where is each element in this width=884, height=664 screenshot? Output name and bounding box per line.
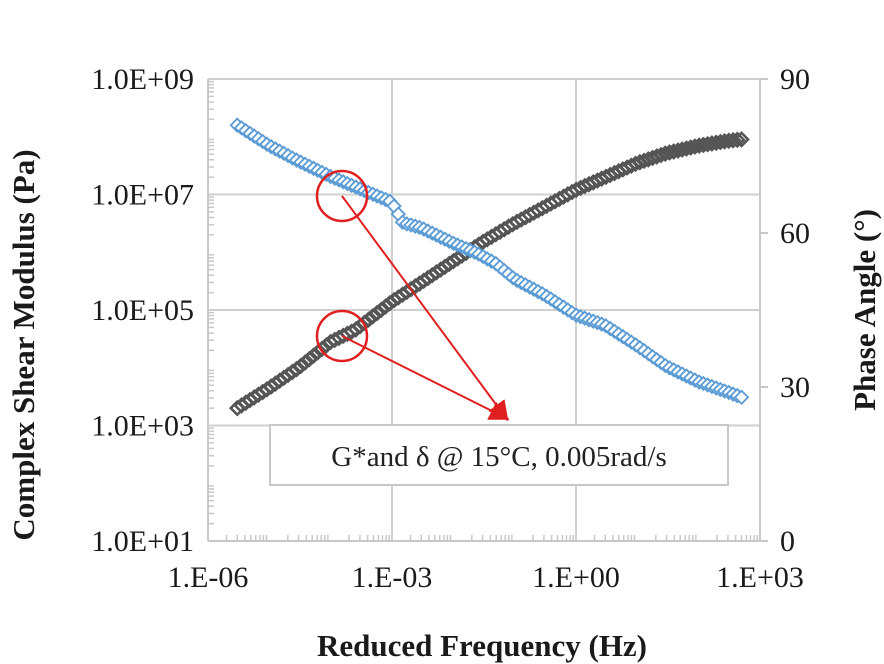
highlight-circle-modulus (315, 309, 369, 363)
modulus-point (347, 321, 365, 338)
x-axis-title: Reduced Frequency (Hz) (317, 628, 647, 663)
modulus-point (673, 141, 691, 158)
x-tick-label: 1.E+03 (716, 561, 804, 594)
y2-axis-title: Phase Angle (°) (847, 209, 882, 411)
modulus-point (678, 140, 695, 157)
y2-tick-label: 90 (780, 63, 810, 96)
y2-tick-label: 0 (780, 525, 795, 558)
annotation-text: G*and δ @ 15°C, 0.005rad/s (331, 441, 667, 473)
y-tick-label: 1.0E+05 (91, 294, 194, 327)
modulus-point (296, 354, 314, 371)
series-phase (229, 117, 750, 406)
y-tick-labels: 1.0E+01 1.0E+03 1.0E+05 1.0E+07 1.0E+09 (91, 63, 194, 558)
y-axis-title: Complex Shear Modulus (Pa) (6, 149, 41, 540)
y-tick-label: 1.0E+03 (91, 410, 194, 443)
highlight-arrow-phase (341, 195, 509, 422)
modulus-point (652, 146, 670, 164)
highlight-arrow-modulus (341, 335, 510, 420)
modulus-point (288, 360, 305, 378)
modulus-point (364, 307, 382, 325)
modulus-point (686, 138, 704, 155)
modulus-point (356, 314, 373, 332)
y-tick-label: 1.0E+09 (91, 63, 194, 96)
x-tick-label: 1.E+00 (532, 561, 620, 594)
axes (207, 78, 768, 542)
y2-tick-labels: 0 30 60 90 (780, 63, 810, 558)
modulus-point (669, 142, 687, 159)
annotation-box-frame (269, 424, 729, 486)
modulus-point (368, 304, 386, 322)
modulus-point (665, 143, 683, 160)
modulus-point (292, 357, 310, 375)
x-tick-labels: 1.E-06 1.E-03 1.E+00 1.E+03 (168, 561, 804, 594)
modulus-point (656, 145, 674, 162)
y-tick-label: 1.0E+07 (91, 179, 194, 212)
modulus-point (313, 340, 331, 358)
y2-tick-label: 30 (780, 371, 810, 404)
highlights (315, 169, 510, 422)
modulus-point (300, 350, 318, 368)
annotation-box: G*and δ @ 15°C, 0.005rad/s (269, 424, 729, 486)
modulus-point (360, 311, 377, 328)
modulus-point (373, 301, 390, 319)
modulus-point (661, 144, 678, 161)
y2-tick-label: 60 (780, 217, 810, 250)
modulus-point (733, 131, 750, 148)
x-tick-label: 1.E-06 (168, 561, 249, 594)
modulus-point (682, 139, 700, 156)
y-tick-label: 1.0E+01 (91, 525, 194, 558)
modulus-point (728, 131, 746, 149)
series-modulus (228, 131, 750, 417)
highlight-circle-phase (315, 169, 369, 223)
x-tick-label: 1.E-03 (352, 561, 433, 594)
phase-point (733, 389, 750, 406)
modulus-point (305, 347, 322, 365)
